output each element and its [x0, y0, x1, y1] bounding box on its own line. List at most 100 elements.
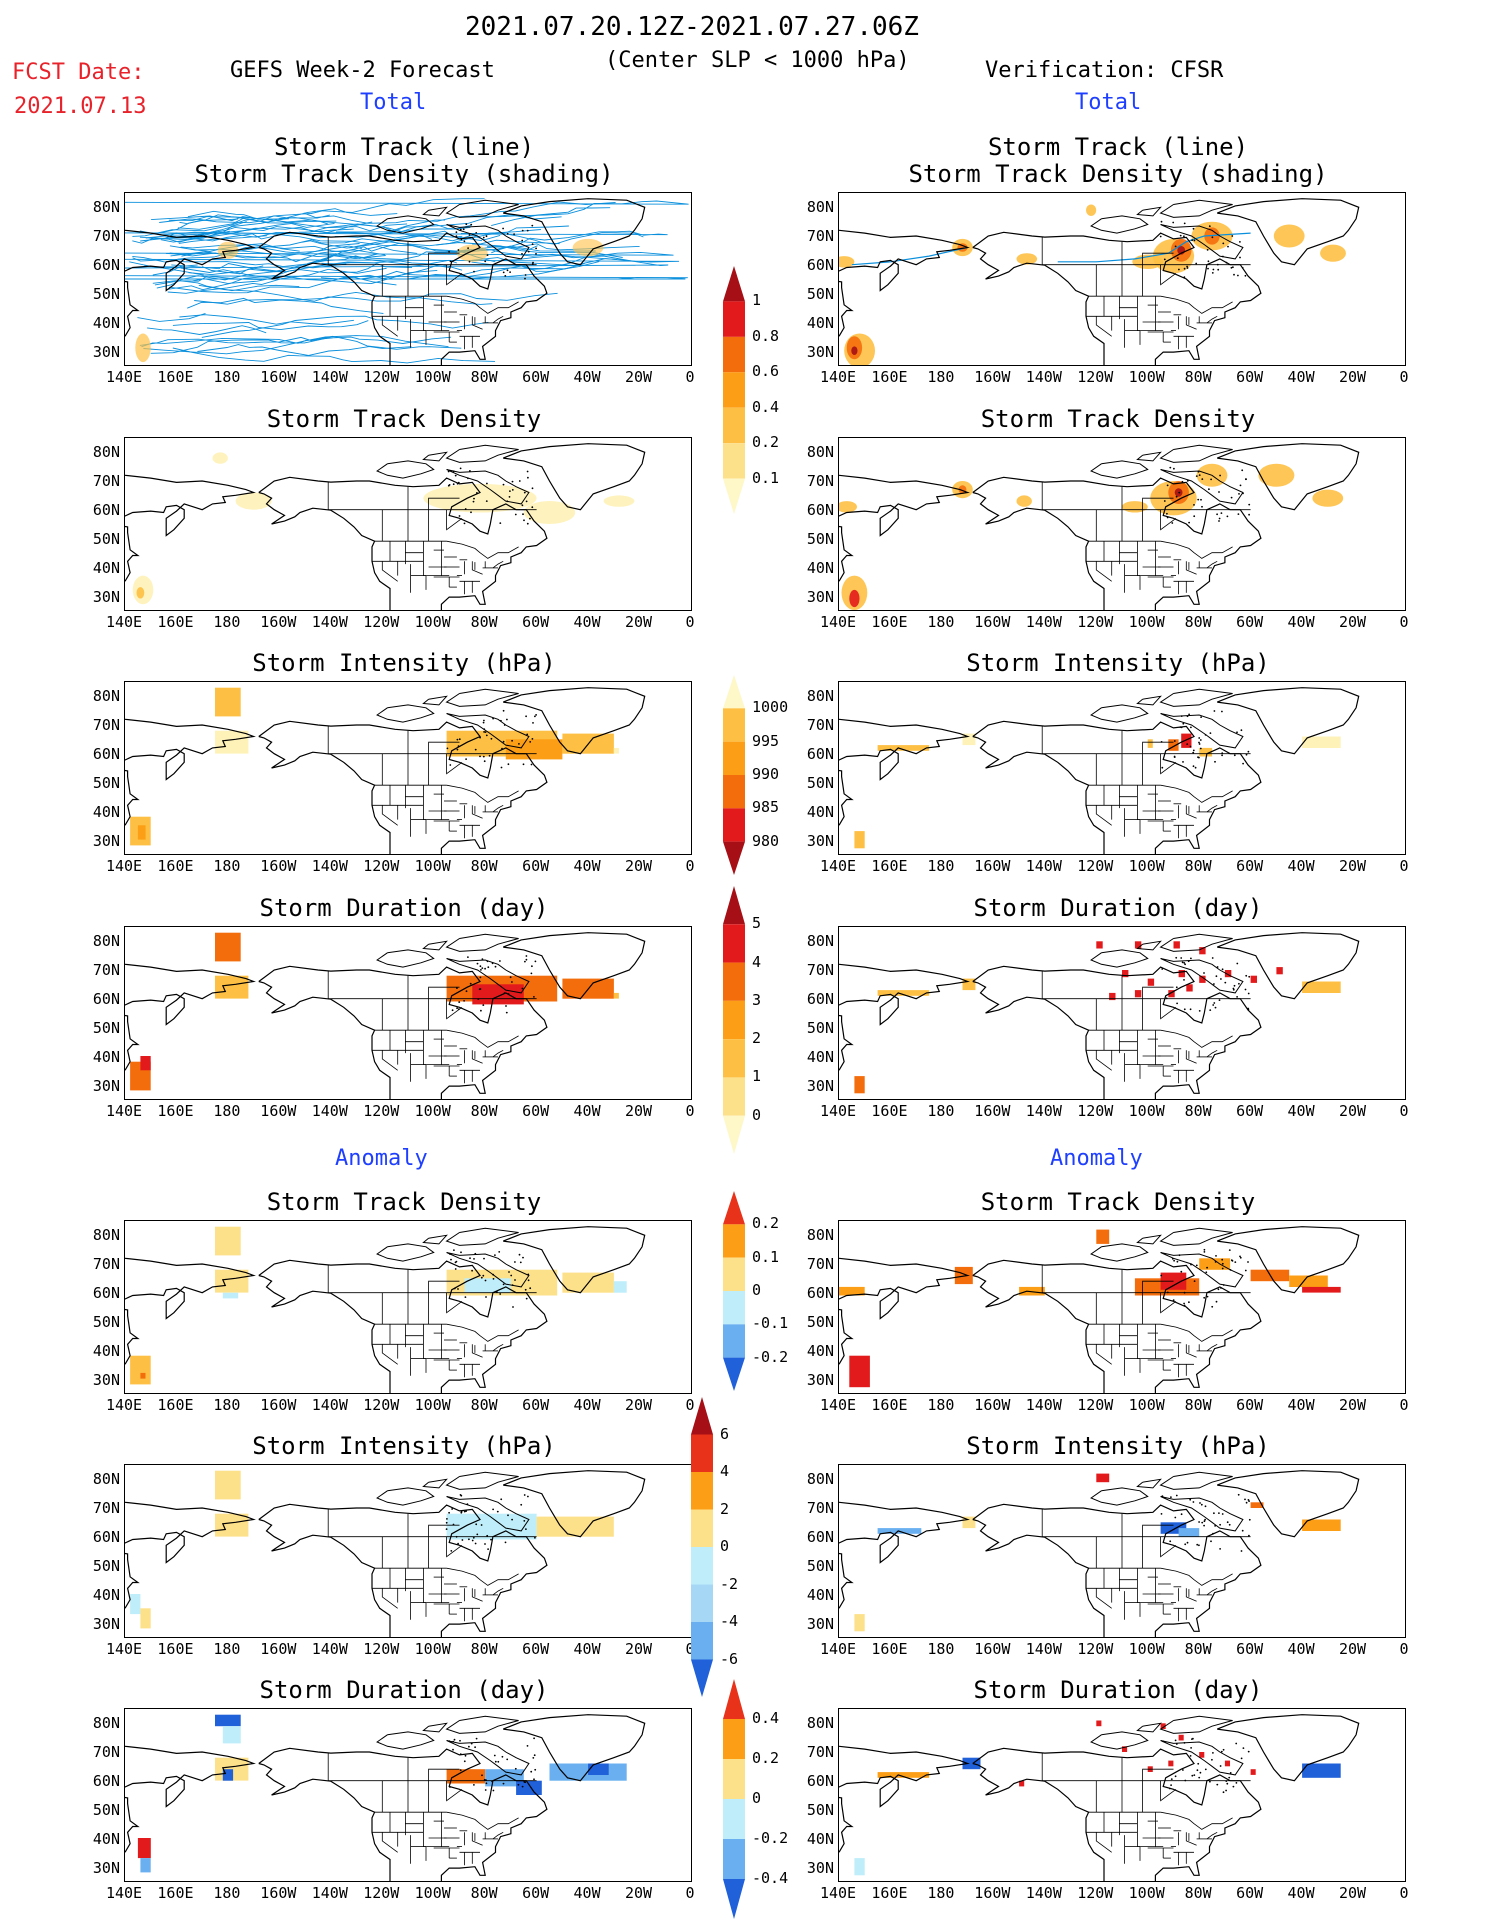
coast-detail — [1241, 469, 1243, 471]
coast-detail — [1236, 1782, 1238, 1784]
lon-tick-label: 80W — [459, 1396, 509, 1414]
coast-detail — [1205, 1271, 1207, 1273]
coastline — [259, 737, 390, 855]
lat-tick-label: 80N — [84, 443, 120, 461]
lon-tick-label: 100W — [1122, 1102, 1172, 1120]
lon-tick-label: 140E — [99, 1102, 149, 1120]
coastline — [973, 493, 1104, 611]
colorbar-segment — [723, 1039, 745, 1077]
lon-tick-label: 160W — [967, 1396, 1017, 1414]
coast-detail — [1242, 763, 1244, 765]
grid-cell — [215, 933, 241, 962]
coast-detail — [1248, 751, 1250, 753]
colorbar-label: 4 — [752, 953, 761, 971]
coast-detail — [483, 720, 485, 722]
coast-detail — [503, 1783, 505, 1785]
coast-detail — [1232, 1260, 1234, 1262]
coast-detail — [487, 960, 489, 962]
coast-detail — [1173, 468, 1175, 470]
coast-detail — [530, 1771, 532, 1773]
lon-tick-label: 0 — [665, 1884, 715, 1902]
lon-tick-label: 140W — [305, 368, 355, 386]
coastline — [839, 1258, 968, 1364]
coast-detail — [455, 475, 457, 477]
coast-detail — [449, 484, 451, 486]
density-shading — [1017, 495, 1032, 506]
colorbar-segment — [723, 1001, 745, 1039]
lon-tick-label: 120W — [356, 1396, 406, 1414]
panel-title: Storm Duration (day) — [838, 1677, 1398, 1704]
map-panel — [124, 681, 692, 855]
lon-tick-label: 120W — [1070, 857, 1120, 875]
state-border — [447, 785, 519, 802]
lon-tick-label: 160E — [864, 368, 914, 386]
state-border — [1207, 316, 1217, 323]
colorbar-segment — [691, 1510, 713, 1548]
province-border — [1161, 1537, 1176, 1557]
lon-tick-label: 160W — [253, 368, 303, 386]
colorbar-segment — [723, 1358, 745, 1391]
panel-title: Storm Track Density — [124, 406, 684, 433]
coast-detail — [484, 968, 486, 970]
coast-detail — [1238, 513, 1240, 515]
lat-tick-label: 80N — [798, 443, 834, 461]
coastline — [377, 1488, 434, 1505]
grid-cell — [1179, 1528, 1200, 1537]
coast-detail — [1242, 1530, 1244, 1532]
coast-detail — [1223, 1749, 1225, 1751]
lon-tick-label: 120W — [1070, 1640, 1120, 1658]
coast-detail — [507, 269, 509, 271]
coast-detail — [1170, 1496, 1172, 1498]
coastline — [259, 982, 390, 1100]
coastline — [259, 493, 390, 611]
state-border — [1207, 1344, 1217, 1351]
lon-tick-label: 140E — [813, 613, 863, 631]
coast-detail — [1206, 1267, 1208, 1269]
coast-detail — [463, 228, 465, 230]
coast-detail — [1190, 1008, 1192, 1010]
coast-detail — [482, 1004, 484, 1006]
lon-tick-label: 160E — [864, 1396, 914, 1414]
lat-tick-label: 70N — [84, 227, 120, 245]
lon-tick-label: 20W — [1328, 1884, 1378, 1902]
coast-detail — [1216, 513, 1218, 515]
map-panel — [124, 1708, 692, 1882]
coast-detail — [524, 278, 526, 280]
coast-detail — [523, 519, 525, 521]
province-border — [1161, 754, 1176, 774]
lat-tick-label: 70N — [798, 1255, 834, 1273]
map-panel — [124, 192, 692, 366]
lon-tick-label: 160E — [150, 1102, 200, 1120]
coast-detail — [481, 1774, 483, 1776]
coast-detail — [452, 1749, 454, 1751]
colorbar-label: 0.2 — [752, 1749, 779, 1767]
grid-cell — [854, 1858, 864, 1875]
state-border — [1161, 1568, 1233, 1585]
grid-cell — [614, 748, 619, 754]
lon-tick-label: 160E — [864, 1640, 914, 1658]
coast-detail — [1233, 1786, 1235, 1788]
coast-detail — [1161, 968, 1163, 970]
coast-detail — [480, 969, 482, 971]
coast-detail — [465, 223, 467, 225]
coast-detail — [1218, 1288, 1220, 1290]
coastline — [1161, 200, 1233, 217]
lon-tick-label: 140E — [99, 1640, 149, 1658]
lat-tick-label: 30N — [84, 343, 120, 361]
storm-track-line — [187, 298, 383, 313]
coast-detail — [485, 1280, 487, 1282]
colorbar-segment — [723, 963, 745, 1001]
right-column-title: Verification: CFSR — [985, 58, 1223, 83]
coast-detail — [459, 515, 461, 517]
coast-detail — [1215, 1261, 1217, 1263]
coastline — [1137, 1723, 1160, 1732]
coast-detail — [1190, 958, 1192, 960]
coast-detail — [1166, 997, 1168, 999]
grid-cell — [140, 1373, 145, 1379]
coast-detail — [458, 1001, 460, 1003]
coast-detail — [515, 1768, 517, 1770]
lat-tick-label: 60N — [84, 1528, 120, 1546]
lon-tick-label: 60W — [511, 1640, 561, 1658]
coastline — [973, 721, 1261, 854]
coast-detail — [449, 764, 451, 766]
